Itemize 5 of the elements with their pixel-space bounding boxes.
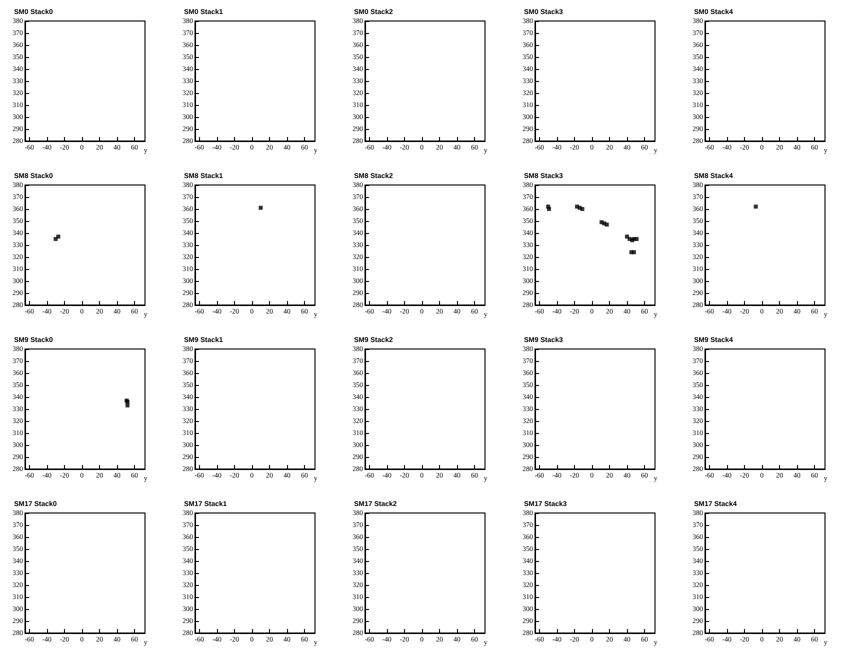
point [547,207,552,211]
point [580,207,584,211]
point [604,222,609,227]
point [632,250,636,254]
point [634,237,639,241]
